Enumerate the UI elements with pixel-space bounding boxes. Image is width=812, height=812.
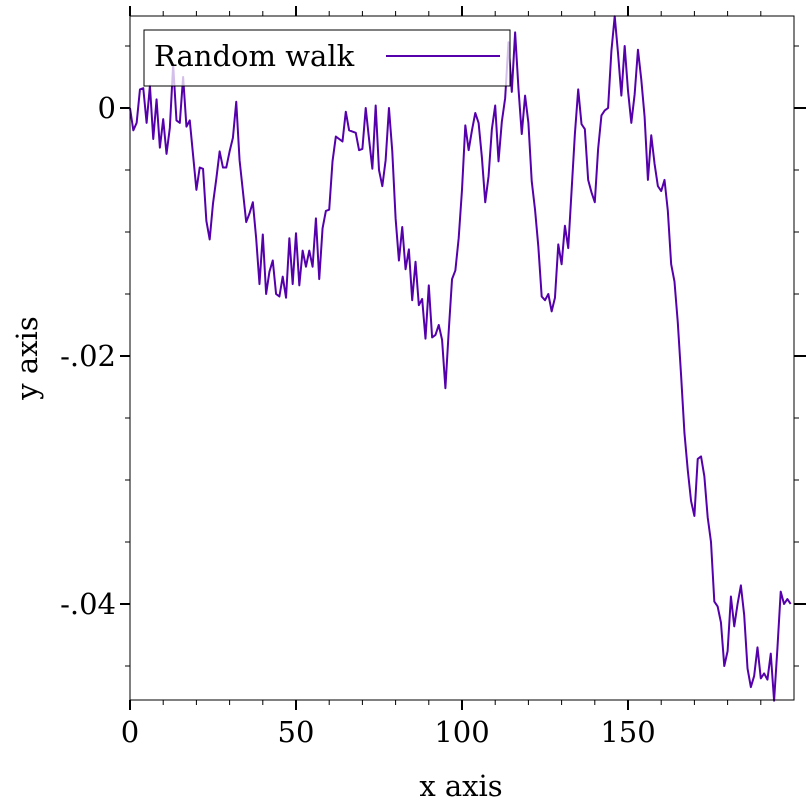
legend-box	[143, 29, 511, 87]
legend-label: Random walk	[154, 39, 355, 73]
x-tick-label: 150	[600, 715, 655, 749]
axis-ticks	[120, 6, 806, 710]
y-tick-label: 0	[98, 91, 116, 125]
x-tick-label: 50	[278, 715, 315, 749]
legend: Random walk	[143, 29, 511, 87]
x-tick-label: 100	[434, 715, 489, 749]
x-tick-label: 0	[121, 715, 139, 749]
series-line	[129, 15, 792, 702]
y-tick-label: -.04	[60, 587, 116, 621]
y-tick-label: -.02	[60, 339, 116, 373]
tick-labels: 0 50 100 150 0 -.02 -.04	[60, 91, 656, 749]
x-axis-title: x axis	[419, 769, 502, 803]
series-group	[129, 15, 792, 702]
y-axis-title: y axis	[10, 316, 44, 400]
plot-frame	[129, 15, 795, 701]
